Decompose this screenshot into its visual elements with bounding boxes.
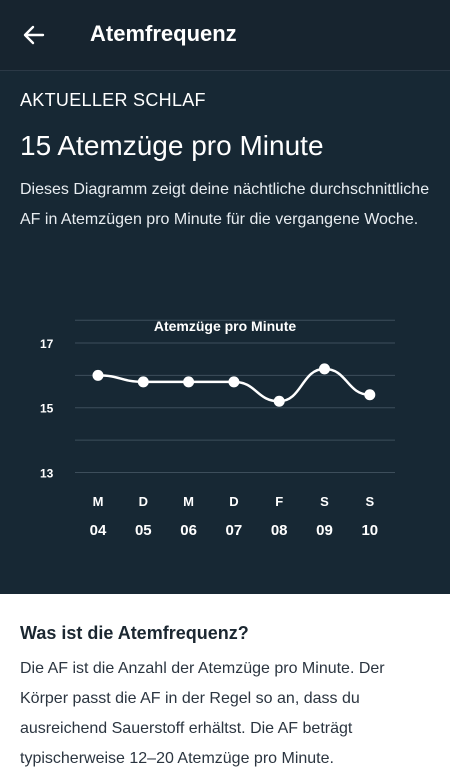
- info-title: Was ist die Atemfrequenz?: [20, 623, 249, 643]
- y-tick-label: 15: [40, 402, 54, 416]
- x-day-label: 10: [361, 522, 378, 539]
- data-point: [319, 363, 330, 375]
- current-sleep-panel: AKTUELLER SCHLAF 15 Atemzüge pro Minute …: [0, 71, 450, 594]
- info-text: Die AF ist die Anzahl der Atemzüge pro M…: [20, 660, 385, 767]
- x-day-label: 04: [90, 522, 107, 539]
- x-day-label: 09: [316, 522, 333, 539]
- y-tick-label: 13: [40, 467, 54, 481]
- page-title: Atemfrequenz: [90, 21, 237, 46]
- chart-title: Atemzüge pro Minute: [154, 318, 297, 334]
- section-label: AKTUELLER SCHLAF: [20, 90, 206, 110]
- app-bar: Atemfrequenz: [0, 0, 450, 71]
- x-day-label: 08: [271, 522, 288, 539]
- data-point: [137, 376, 149, 388]
- x-weekday-label: F: [275, 494, 283, 509]
- x-weekday-label: S: [320, 494, 329, 509]
- x-day-label: 06: [180, 522, 197, 539]
- x-weekday-label: S: [365, 494, 374, 509]
- back-button[interactable]: [14, 17, 54, 53]
- x-day-label: 07: [226, 522, 243, 539]
- chart-description: Dieses Diagramm zeigt deine nächtliche d…: [20, 181, 430, 228]
- data-point: [364, 389, 376, 401]
- arrow-left-icon: [23, 25, 45, 45]
- breathing-rate-chart: Atemzüge pro Minute 17 15 13 M 04 D 05 M 06 D 07 F 08…: [0, 301, 450, 601]
- breathing-rate-value: 15 Atemzüge pro Minute: [20, 130, 324, 161]
- data-point: [273, 395, 285, 407]
- x-weekday-label: D: [229, 494, 238, 509]
- y-tick-label: 17: [40, 337, 54, 351]
- x-weekday-label: D: [139, 494, 148, 509]
- info-section: Was ist die Atemfrequenz? Die AF ist die…: [0, 594, 450, 769]
- data-point: [228, 376, 240, 388]
- x-weekday-label: M: [93, 494, 104, 509]
- x-weekday-label: M: [183, 494, 194, 509]
- x-day-label: 05: [135, 522, 152, 539]
- data-point: [183, 376, 195, 388]
- chart-svg: Atemzüge pro Minute 17 15 13 M 04 D 05 M 06 D 07 F 08…: [40, 318, 395, 539]
- data-point: [92, 369, 104, 381]
